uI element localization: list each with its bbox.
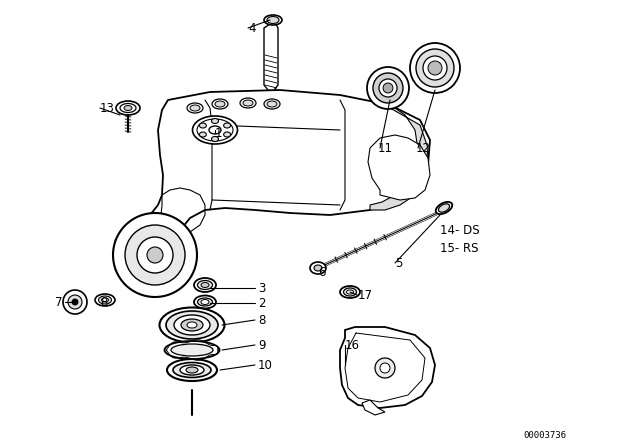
Ellipse shape	[215, 101, 225, 107]
Ellipse shape	[181, 319, 203, 331]
Polygon shape	[368, 135, 430, 200]
Ellipse shape	[223, 132, 230, 137]
Ellipse shape	[264, 15, 282, 25]
Ellipse shape	[186, 367, 198, 373]
Ellipse shape	[416, 49, 454, 87]
Text: 12: 12	[416, 142, 431, 155]
Ellipse shape	[159, 307, 225, 343]
Ellipse shape	[116, 101, 140, 115]
Ellipse shape	[164, 341, 220, 359]
Ellipse shape	[166, 311, 218, 339]
Ellipse shape	[267, 17, 279, 23]
Ellipse shape	[174, 315, 210, 335]
Text: 2: 2	[258, 297, 266, 310]
Ellipse shape	[264, 99, 280, 109]
Ellipse shape	[410, 43, 460, 93]
Ellipse shape	[99, 296, 111, 304]
Text: 10: 10	[258, 358, 273, 371]
Ellipse shape	[173, 362, 211, 378]
Ellipse shape	[120, 103, 136, 112]
Ellipse shape	[95, 294, 115, 306]
Ellipse shape	[201, 300, 209, 305]
Ellipse shape	[200, 132, 206, 137]
Ellipse shape	[340, 286, 360, 298]
Text: 11: 11	[378, 142, 393, 155]
Text: 17: 17	[358, 289, 373, 302]
Ellipse shape	[193, 116, 237, 144]
Ellipse shape	[211, 137, 218, 142]
Text: 15- RS: 15- RS	[440, 241, 479, 254]
Ellipse shape	[428, 61, 442, 75]
Ellipse shape	[200, 123, 206, 128]
Ellipse shape	[383, 83, 393, 93]
Ellipse shape	[201, 283, 209, 288]
Ellipse shape	[314, 265, 322, 271]
Ellipse shape	[367, 67, 409, 109]
Text: 9: 9	[258, 339, 266, 352]
Polygon shape	[128, 90, 430, 282]
Text: 6: 6	[318, 266, 326, 279]
Ellipse shape	[171, 344, 213, 356]
Ellipse shape	[373, 73, 403, 103]
Text: 1: 1	[215, 126, 223, 139]
Ellipse shape	[194, 296, 216, 309]
Ellipse shape	[167, 359, 217, 381]
Text: 4: 4	[248, 22, 255, 34]
Text: 8: 8	[258, 314, 266, 327]
Ellipse shape	[344, 288, 356, 296]
Circle shape	[68, 295, 82, 309]
Text: 16: 16	[345, 339, 360, 352]
Text: 3: 3	[258, 281, 266, 294]
Ellipse shape	[267, 101, 277, 107]
Ellipse shape	[240, 98, 256, 108]
Circle shape	[137, 237, 173, 273]
Ellipse shape	[198, 298, 212, 306]
Ellipse shape	[436, 202, 452, 214]
Polygon shape	[370, 108, 428, 210]
Circle shape	[72, 299, 78, 305]
Ellipse shape	[187, 322, 197, 328]
Text: 13: 13	[100, 102, 115, 115]
Text: 14- DS: 14- DS	[440, 224, 479, 237]
Circle shape	[63, 290, 87, 314]
Text: 5: 5	[395, 257, 403, 270]
Ellipse shape	[187, 103, 203, 113]
Circle shape	[380, 363, 390, 373]
Text: 8: 8	[100, 296, 108, 309]
Ellipse shape	[194, 278, 216, 292]
Text: 7: 7	[55, 296, 63, 309]
Ellipse shape	[124, 105, 132, 111]
Ellipse shape	[102, 298, 109, 302]
Ellipse shape	[223, 123, 230, 128]
Ellipse shape	[346, 290, 353, 294]
Ellipse shape	[243, 100, 253, 106]
Circle shape	[113, 213, 197, 297]
Ellipse shape	[379, 79, 397, 97]
Ellipse shape	[190, 105, 200, 111]
Polygon shape	[264, 24, 278, 90]
Circle shape	[125, 225, 185, 285]
Ellipse shape	[438, 204, 449, 212]
Ellipse shape	[197, 119, 233, 141]
Ellipse shape	[180, 365, 204, 375]
Ellipse shape	[209, 126, 221, 134]
Ellipse shape	[211, 119, 218, 124]
Ellipse shape	[212, 99, 228, 109]
Polygon shape	[340, 327, 435, 408]
Ellipse shape	[310, 262, 326, 274]
Circle shape	[375, 358, 395, 378]
Ellipse shape	[423, 56, 447, 80]
Ellipse shape	[198, 280, 212, 289]
Text: 00003736: 00003736	[524, 431, 566, 439]
Polygon shape	[362, 400, 385, 415]
Circle shape	[147, 247, 163, 263]
